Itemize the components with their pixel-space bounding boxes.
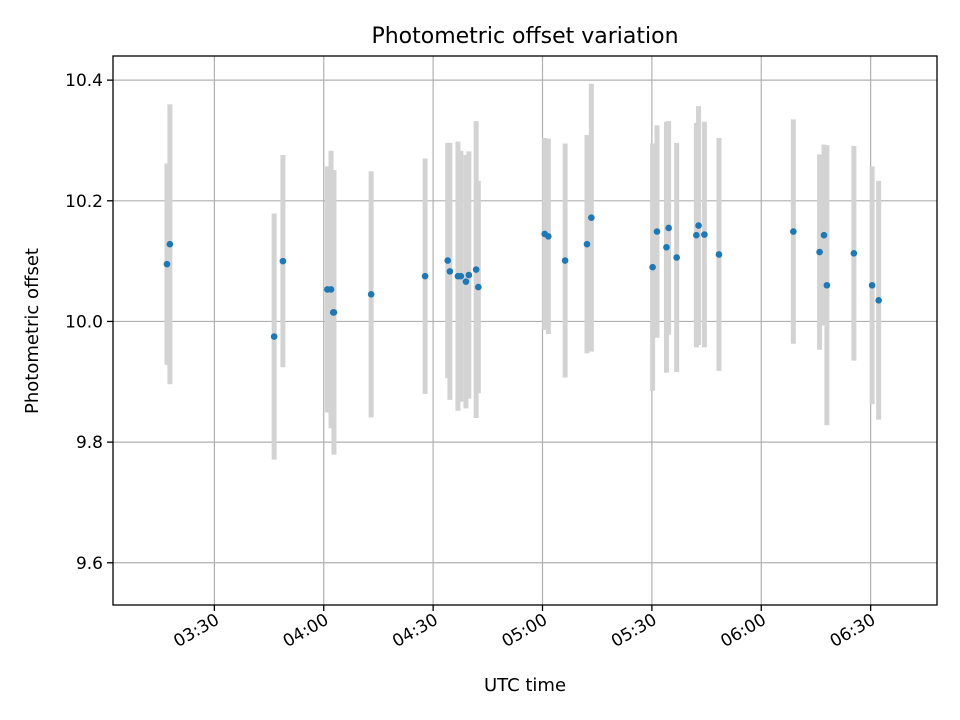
grid-layer xyxy=(113,56,937,605)
y-tick-label: 10.2 xyxy=(65,192,103,212)
chart-title: Photometric offset variation xyxy=(371,24,678,49)
y-tick-label: 9.6 xyxy=(76,554,103,574)
y-tick-label: 10.4 xyxy=(65,71,103,91)
x-tick-label: 05:00 xyxy=(499,610,551,652)
data-point xyxy=(816,248,823,256)
data-point xyxy=(663,243,670,251)
data-point xyxy=(693,231,700,239)
data-point xyxy=(820,231,828,239)
y-tick-label: 10.0 xyxy=(65,312,103,332)
data-point xyxy=(649,263,656,271)
data-point xyxy=(367,291,375,298)
x-tick-label: 06:00 xyxy=(717,610,769,652)
x-axis-label: UTC time xyxy=(484,675,566,696)
data-point xyxy=(421,272,429,280)
x-tick-label: 05:30 xyxy=(608,610,660,652)
plot-frame xyxy=(112,55,938,606)
data-point xyxy=(475,283,482,291)
data-point xyxy=(850,249,858,257)
data-point xyxy=(790,228,797,235)
data-point xyxy=(270,333,278,340)
data-point xyxy=(462,278,470,285)
data-point xyxy=(588,214,595,221)
x-tick-label: 06:30 xyxy=(827,610,879,652)
data-point xyxy=(457,272,465,280)
y-tick-label: 9.8 xyxy=(76,433,103,453)
data-point xyxy=(665,224,672,232)
data-point xyxy=(561,257,569,264)
y-axis-ticks: 9.6 9.8 10.0 10.2 10.4 xyxy=(65,71,113,574)
data-point xyxy=(823,281,831,289)
x-axis-ticks: 03:30 04:00 04:30 05:00 05:30 06:00 06:30 xyxy=(170,605,879,652)
data-point xyxy=(446,268,454,275)
data-point xyxy=(166,240,174,248)
data-point xyxy=(545,233,552,240)
x-tick-label: 04:00 xyxy=(280,610,332,652)
data-point xyxy=(330,309,338,316)
data-point xyxy=(583,240,591,248)
data-point xyxy=(695,222,702,229)
data-point xyxy=(279,257,287,265)
point-layer xyxy=(163,214,882,340)
data-point xyxy=(472,266,480,273)
data-point xyxy=(163,260,171,268)
data-point xyxy=(327,286,335,293)
data-point xyxy=(653,228,661,235)
errorbar-layer xyxy=(164,83,882,460)
data-point xyxy=(465,271,473,279)
data-point xyxy=(715,251,723,258)
y-axis-label: Photometric offset xyxy=(22,248,43,414)
x-tick-label: 04:30 xyxy=(389,610,441,652)
data-point xyxy=(673,254,680,261)
data-point xyxy=(875,297,882,304)
data-point xyxy=(868,281,876,289)
data-point xyxy=(444,257,452,264)
data-point xyxy=(701,231,708,238)
x-tick-label: 03:30 xyxy=(170,610,222,652)
